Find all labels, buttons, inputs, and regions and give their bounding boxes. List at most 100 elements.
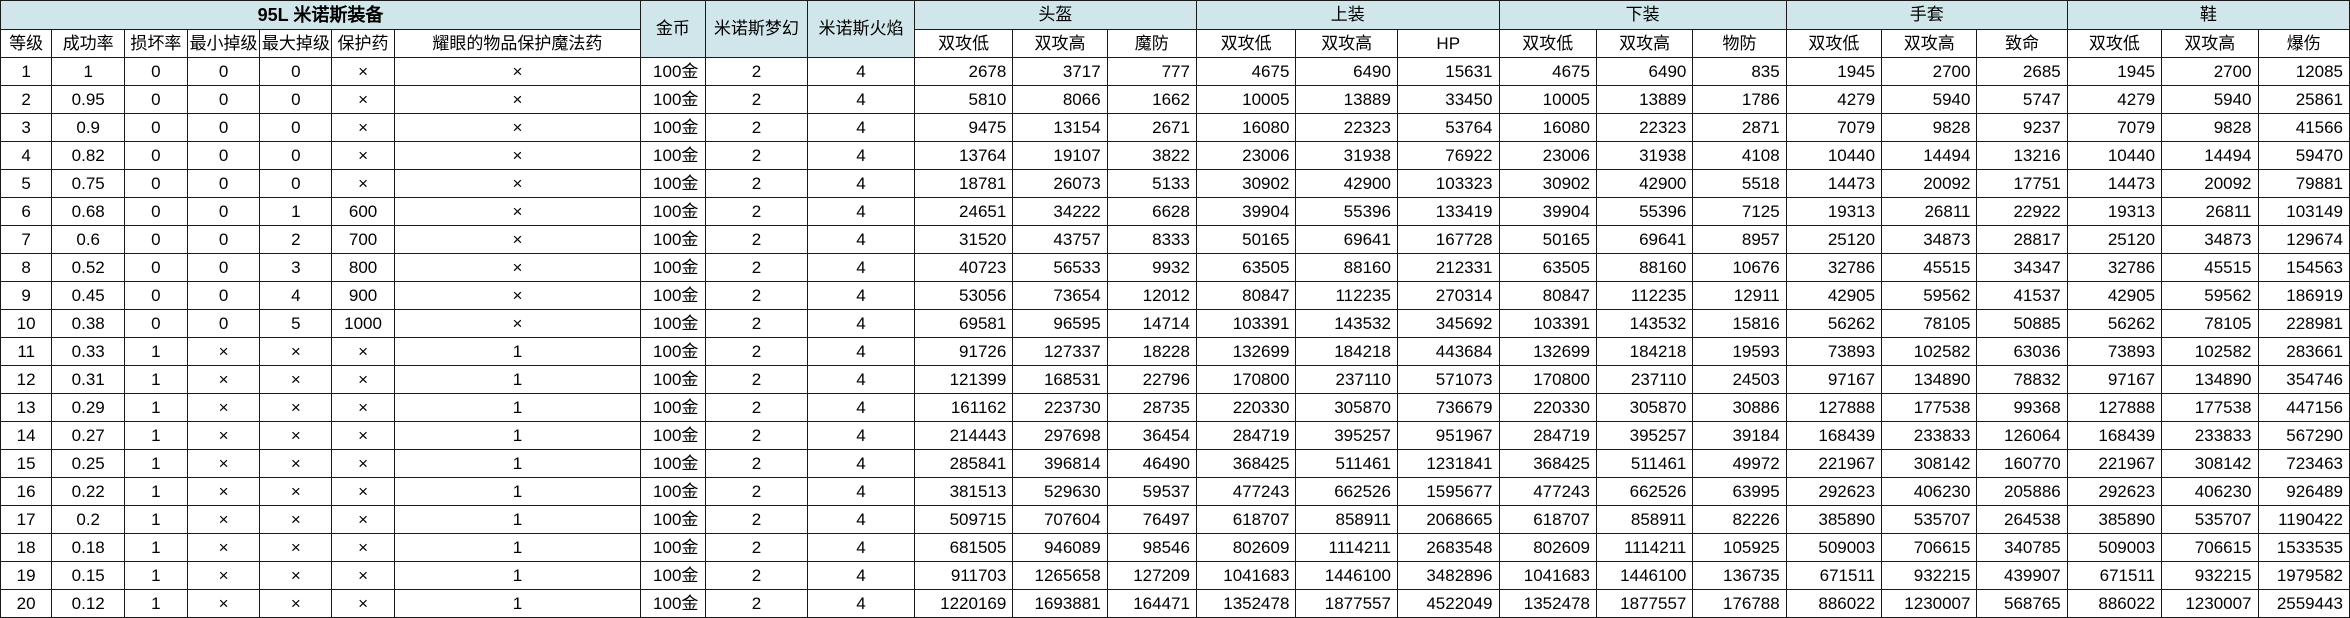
cell-gloves-crit: 439907: [1976, 561, 2068, 590]
cell-break-rate: 0: [124, 281, 188, 310]
table-row: 8 0.52 0 0 3 800 × 100金 2 4 40723 56533 9932 63505 881…: [0, 253, 2350, 282]
cell-max-drop: ×: [259, 393, 333, 422]
cell-bottom-atk-high: 143532: [1595, 309, 1694, 338]
cell-top-atk-high: 6490: [1295, 57, 1398, 86]
cell-success-rate: 0.31: [51, 365, 126, 394]
cell-gloves-atk-high: 102582: [1881, 337, 1978, 366]
cell-shoes-atk-high: 1230007: [2161, 589, 2259, 618]
cell-shoes-atk-high: 14494: [2161, 141, 2259, 170]
cell-gloves-atk-low: 10440: [1785, 141, 1883, 170]
cell-shoes-atk-high: 706615: [2161, 533, 2259, 562]
cell-gloves-atk-high: 134890: [1881, 365, 1978, 394]
cell-shoes-atk-low: 42905: [2066, 281, 2163, 310]
cell-helmet-atk-high: 396814: [1012, 449, 1108, 478]
cell-top-atk-low: 368425: [1195, 449, 1297, 478]
cell-top-atk-high: 143532: [1295, 309, 1398, 338]
cell-helmet-atk-low: 24651: [913, 197, 1014, 226]
cell-minos-dream: 2: [704, 253, 809, 282]
cell-protect-potion: ×: [331, 85, 395, 114]
cell-minos-dream: 2: [704, 477, 809, 506]
cell-minos-flame: 4: [807, 225, 915, 254]
cell-shoes-crit-dmg: 228981: [2257, 309, 2350, 338]
cell-shoes-crit-dmg: 926489: [2257, 477, 2350, 506]
cell-shoes-crit-dmg: 79881: [2257, 169, 2350, 198]
cell-gloves-atk-low: 4279: [1785, 85, 1883, 114]
cell-bottom-pdef: 835: [1692, 57, 1787, 86]
cell-bottom-pdef: 7125: [1692, 197, 1787, 226]
cell-minos-flame: 4: [807, 393, 915, 422]
cell-success-rate: 0.95: [51, 85, 126, 114]
cell-gloves-atk-low: 56262: [1785, 309, 1883, 338]
cell-minos-dream: 2: [704, 421, 809, 450]
cell-helmet-mdef: 5133: [1106, 169, 1197, 198]
cell-gold: 100金: [640, 337, 706, 366]
cell-top-atk-low: 23006: [1195, 141, 1297, 170]
cell-dazzling-potion: ×: [393, 197, 642, 226]
cell-minos-flame: 4: [807, 533, 915, 562]
cell-max-drop: 1: [259, 197, 333, 226]
sub-header-bottom-atk-low: 双攻低: [1498, 29, 1597, 58]
col-header-dazzling-potion: 耀眼的物品保护魔法药: [393, 29, 642, 58]
table-row: 12 0.31 1 × × × 1 100金 2 4 121399 168531 22796 170800…: [0, 365, 2350, 394]
cell-bottom-atk-low: 284719: [1498, 421, 1597, 450]
cell-top-hp: 736679: [1396, 393, 1500, 422]
cell-top-atk-high: 31938: [1295, 141, 1398, 170]
cell-break-rate: 1: [124, 589, 188, 618]
cell-bottom-pdef: 19593: [1692, 337, 1787, 366]
cell-shoes-atk-high: 233833: [2161, 421, 2259, 450]
group-header-helmet: 头盔: [913, 0, 1197, 30]
cell-gold: 100金: [640, 85, 706, 114]
table-row: 5 0.75 0 0 0 × × 100金 2 4 18781 26073 5133 30902 42900…: [0, 169, 2350, 198]
cell-max-drop: 0: [259, 113, 333, 142]
col-header-min-drop: 最小掉级: [186, 29, 261, 58]
cell-bottom-atk-high: 395257: [1595, 421, 1694, 450]
cell-gloves-crit: 17751: [1976, 169, 2068, 198]
cell-level: 13: [0, 393, 53, 422]
cell-gold: 100金: [640, 253, 706, 282]
cell-break-rate: 1: [124, 561, 188, 590]
cell-min-drop: 0: [186, 141, 261, 170]
cell-minos-dream: 2: [704, 197, 809, 226]
cell-gold: 100金: [640, 281, 706, 310]
cell-gold: 100金: [640, 393, 706, 422]
cell-break-rate: 0: [124, 85, 188, 114]
table-row: 4 0.82 0 0 0 × × 100金 2 4 13764 19107 3822 23006 31938…: [0, 141, 2350, 170]
col-header-success-rate: 成功率: [51, 29, 126, 58]
cell-shoes-crit-dmg: 1190422: [2257, 505, 2350, 534]
group-header-gloves: 手套: [1785, 0, 2068, 30]
cell-shoes-atk-high: 59562: [2161, 281, 2259, 310]
cell-helmet-mdef: 36454: [1106, 421, 1197, 450]
cell-max-drop: ×: [259, 365, 333, 394]
cell-shoes-atk-high: 308142: [2161, 449, 2259, 478]
cell-dazzling-potion: 1: [393, 393, 642, 422]
cell-gold: 100金: [640, 309, 706, 338]
cell-helmet-atk-low: 161162: [913, 393, 1014, 422]
cell-minos-dream: 2: [704, 169, 809, 198]
cell-bottom-pdef: 105925: [1692, 533, 1787, 562]
cell-minos-dream: 2: [704, 365, 809, 394]
cell-max-drop: 0: [259, 85, 333, 114]
cell-shoes-crit-dmg: 129674: [2257, 225, 2350, 254]
cell-gloves-atk-low: 97167: [1785, 365, 1883, 394]
cell-gloves-atk-high: 45515: [1881, 253, 1978, 282]
cell-minos-flame: 4: [807, 561, 915, 590]
cell-top-atk-high: 1114211: [1295, 533, 1398, 562]
cell-min-drop: 0: [186, 225, 261, 254]
cell-shoes-atk-low: 4279: [2066, 85, 2163, 114]
cell-gloves-crit: 50885: [1976, 309, 2068, 338]
sub-header-shoes-crit-dmg: 爆伤: [2257, 29, 2350, 58]
cell-break-rate: 1: [124, 393, 188, 422]
cell-dazzling-potion: ×: [393, 57, 642, 86]
cell-top-hp: 3482896: [1396, 561, 1500, 590]
cell-helmet-atk-low: 9475: [913, 113, 1014, 142]
cell-bottom-atk-high: 112235: [1595, 281, 1694, 310]
table-row: 13 0.29 1 × × × 1 100金 2 4 161162 223730 28735 220330…: [0, 393, 2350, 422]
cell-min-drop: ×: [186, 589, 261, 618]
col-header-protect-potion: 保护药: [331, 29, 395, 58]
cell-success-rate: 0.18: [51, 533, 126, 562]
cell-protect-potion: 900: [331, 281, 395, 310]
cell-helmet-atk-high: 43757: [1012, 225, 1108, 254]
cell-gloves-crit: 13216: [1976, 141, 2068, 170]
cell-level: 14: [0, 421, 53, 450]
cell-bottom-pdef: 4108: [1692, 141, 1787, 170]
